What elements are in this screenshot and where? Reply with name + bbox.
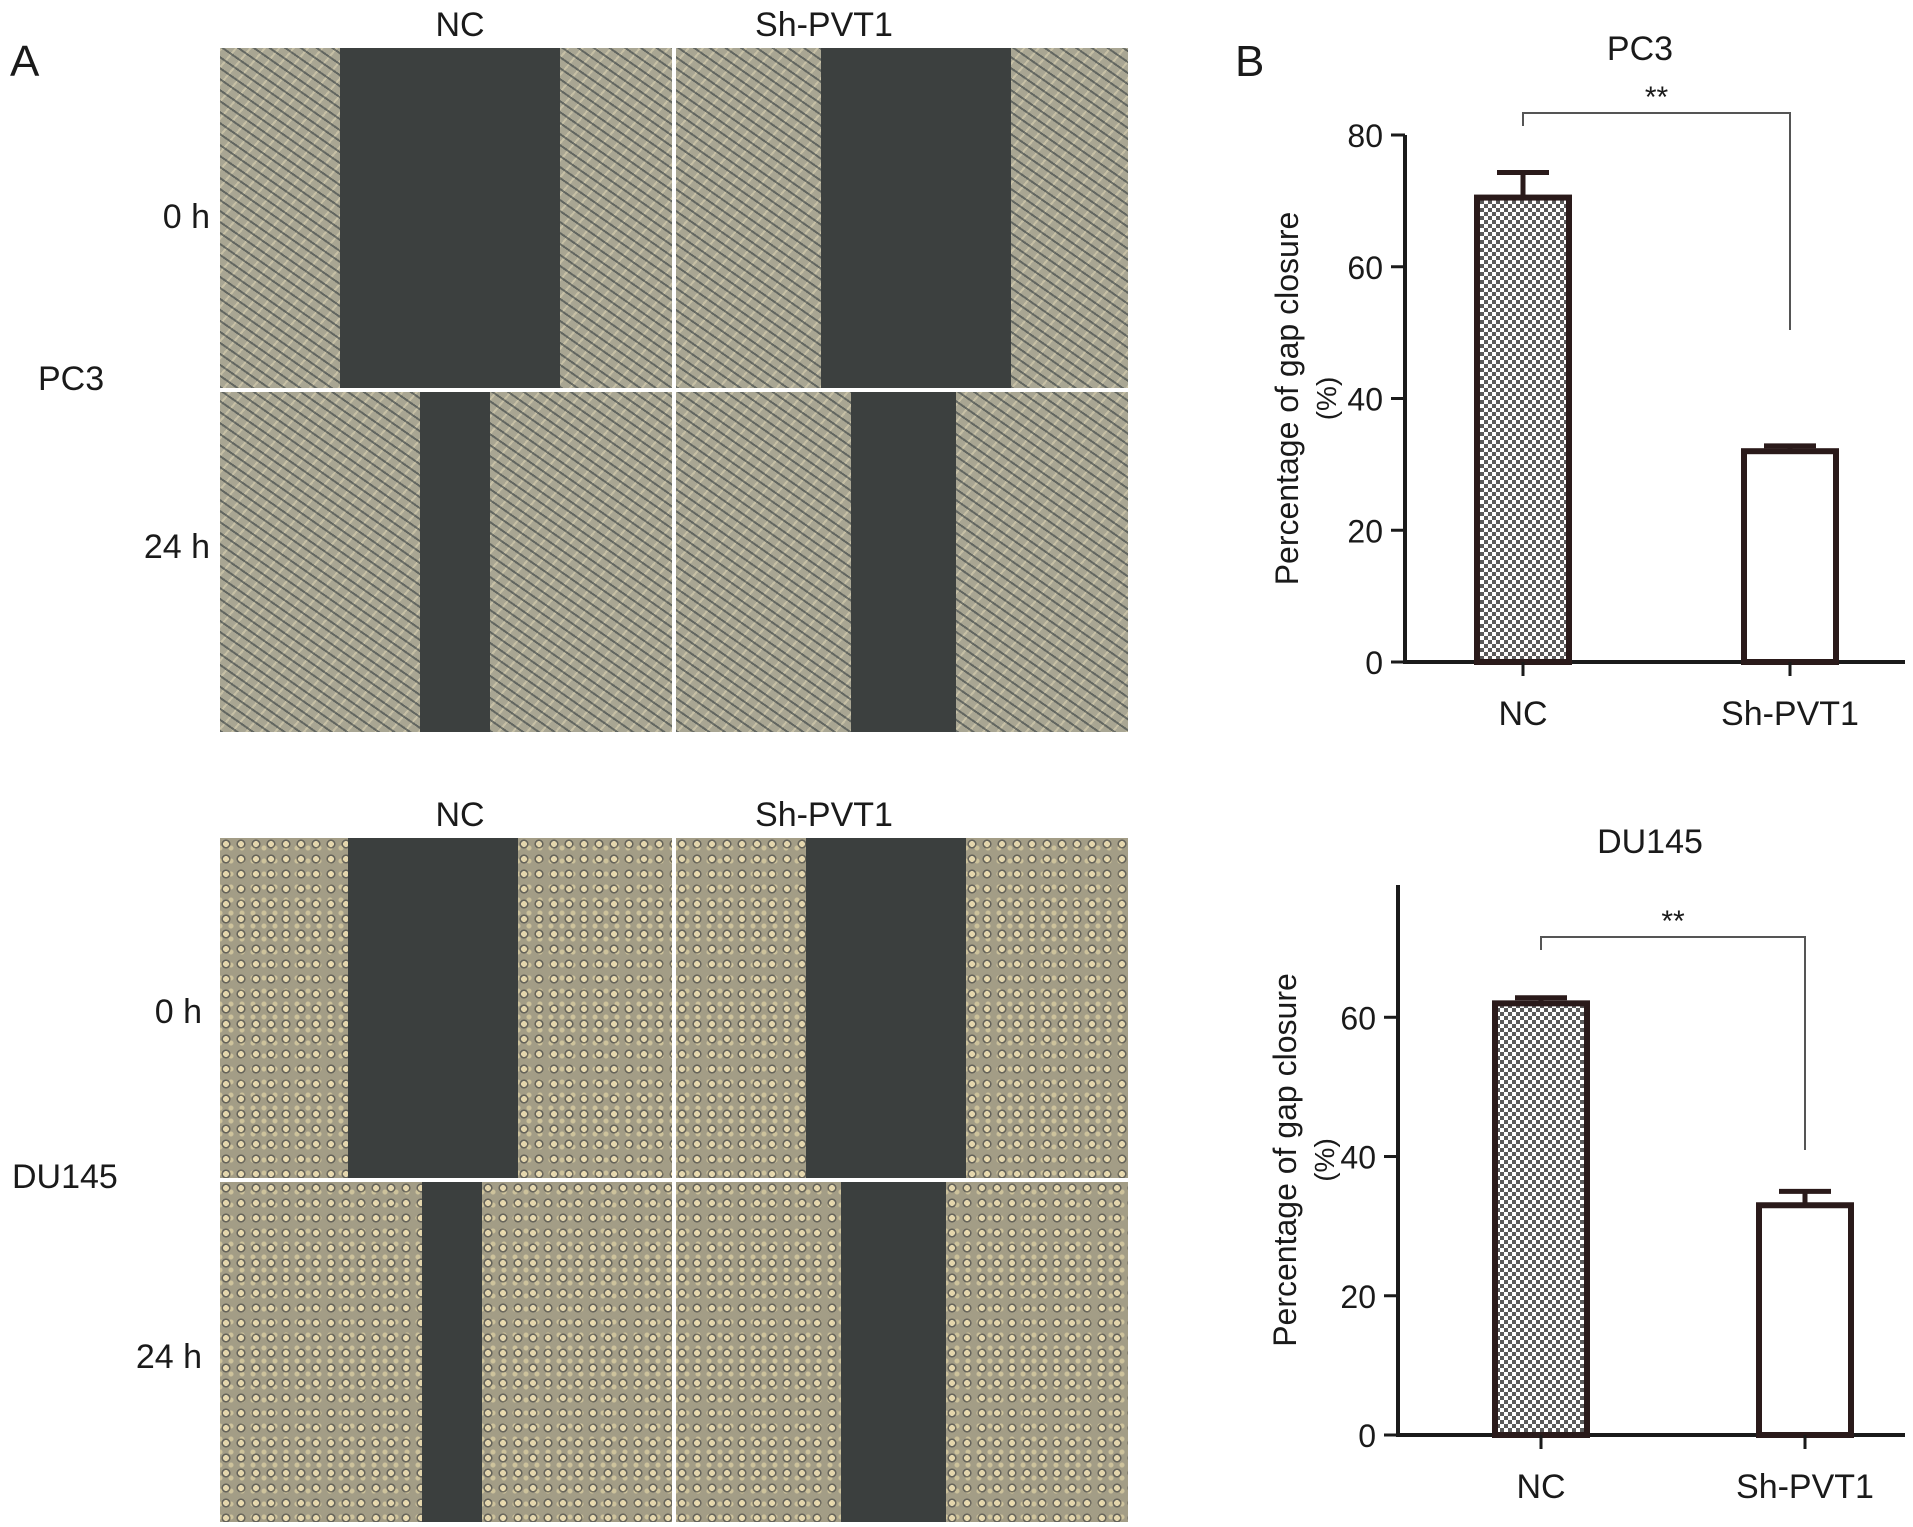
y-axis-unit: (%) — [1311, 377, 1342, 421]
bar-nc — [1474, 194, 1572, 666]
y-tick-label: 60 — [1347, 250, 1383, 286]
y-tick-label: 60 — [1340, 1000, 1376, 1036]
panel-b-letter: B — [1235, 37, 1265, 86]
du145-col-title-sh-pvt1: Sh-PVT1 — [755, 796, 893, 834]
bar-sh-pvt1 — [1756, 1202, 1854, 1439]
panel-a-letter: A — [10, 37, 40, 86]
chart-title: PC3 — [1607, 30, 1673, 68]
y-axis-unit: (%) — [1309, 1138, 1340, 1182]
pc3-row-label-24h: 24 h — [143, 528, 210, 566]
pc3-cell-line-label: PC3 — [38, 360, 105, 398]
y-tick-label: 20 — [1340, 1279, 1376, 1315]
significance-label: ** — [1645, 81, 1669, 114]
micrograph-pc3-nc-0h — [220, 48, 672, 388]
micrograph-du145-nc-24h — [220, 1182, 672, 1522]
y-tick-label: 0 — [1358, 1418, 1376, 1454]
pc3-col-title-sh-pvt1: Sh-PVT1 — [755, 6, 893, 44]
y-tick-label: 80 — [1347, 118, 1383, 154]
y-axis-label: Percentage of gap closure — [1269, 212, 1305, 586]
y-tick-label: 0 — [1365, 645, 1383, 681]
pc3-col-title-nc: NC — [435, 6, 485, 44]
micrograph-du145-sh-pvt1-0h — [676, 838, 1128, 1178]
significance-label: ** — [1661, 905, 1685, 938]
y-axis-label: Percentage of gap closure — [1267, 973, 1303, 1347]
du145-col-title-nc: NC — [435, 796, 485, 834]
bar-sh-pvt1 — [1741, 448, 1839, 666]
micrograph-pc3-sh-pvt1-0h — [676, 48, 1128, 388]
du145-row-label-0h: 0 h — [154, 993, 202, 1031]
du145-cell-line-label: DU145 — [12, 1158, 118, 1196]
micrograph-pc3-nc-24h — [220, 392, 672, 732]
chart-title: DU145 — [1597, 823, 1703, 861]
chart-du145: DU145 0 20 40 60 Percentage of gap closure (%)… — [1267, 823, 1905, 1506]
y-tick-label: 20 — [1347, 513, 1383, 549]
significance-bracket — [1522, 112, 1791, 330]
micrograph-du145-nc-0h — [220, 838, 672, 1178]
du145-row-label-24h: 24 h — [135, 1338, 202, 1376]
y-tick-label: 40 — [1340, 1140, 1376, 1176]
chart-pc3: PC3 0 20 40 60 80 Percentage of gap closure (%)… — [1269, 30, 1905, 733]
significance-bracket — [1540, 936, 1806, 1150]
x-tick-label: Sh-PVT1 — [1736, 1468, 1874, 1506]
pc3-row-label-0h: 0 h — [162, 198, 210, 236]
bar-nc — [1492, 1000, 1590, 1438]
micrograph-pc3-sh-pvt1-24h — [676, 392, 1128, 732]
x-tick-label: NC — [1498, 695, 1547, 733]
x-tick-label: Sh-PVT1 — [1721, 695, 1859, 733]
y-tick-label: 40 — [1347, 382, 1383, 418]
micrograph-du145-sh-pvt1-24h — [676, 1182, 1128, 1522]
x-tick-label: NC — [1516, 1468, 1565, 1506]
